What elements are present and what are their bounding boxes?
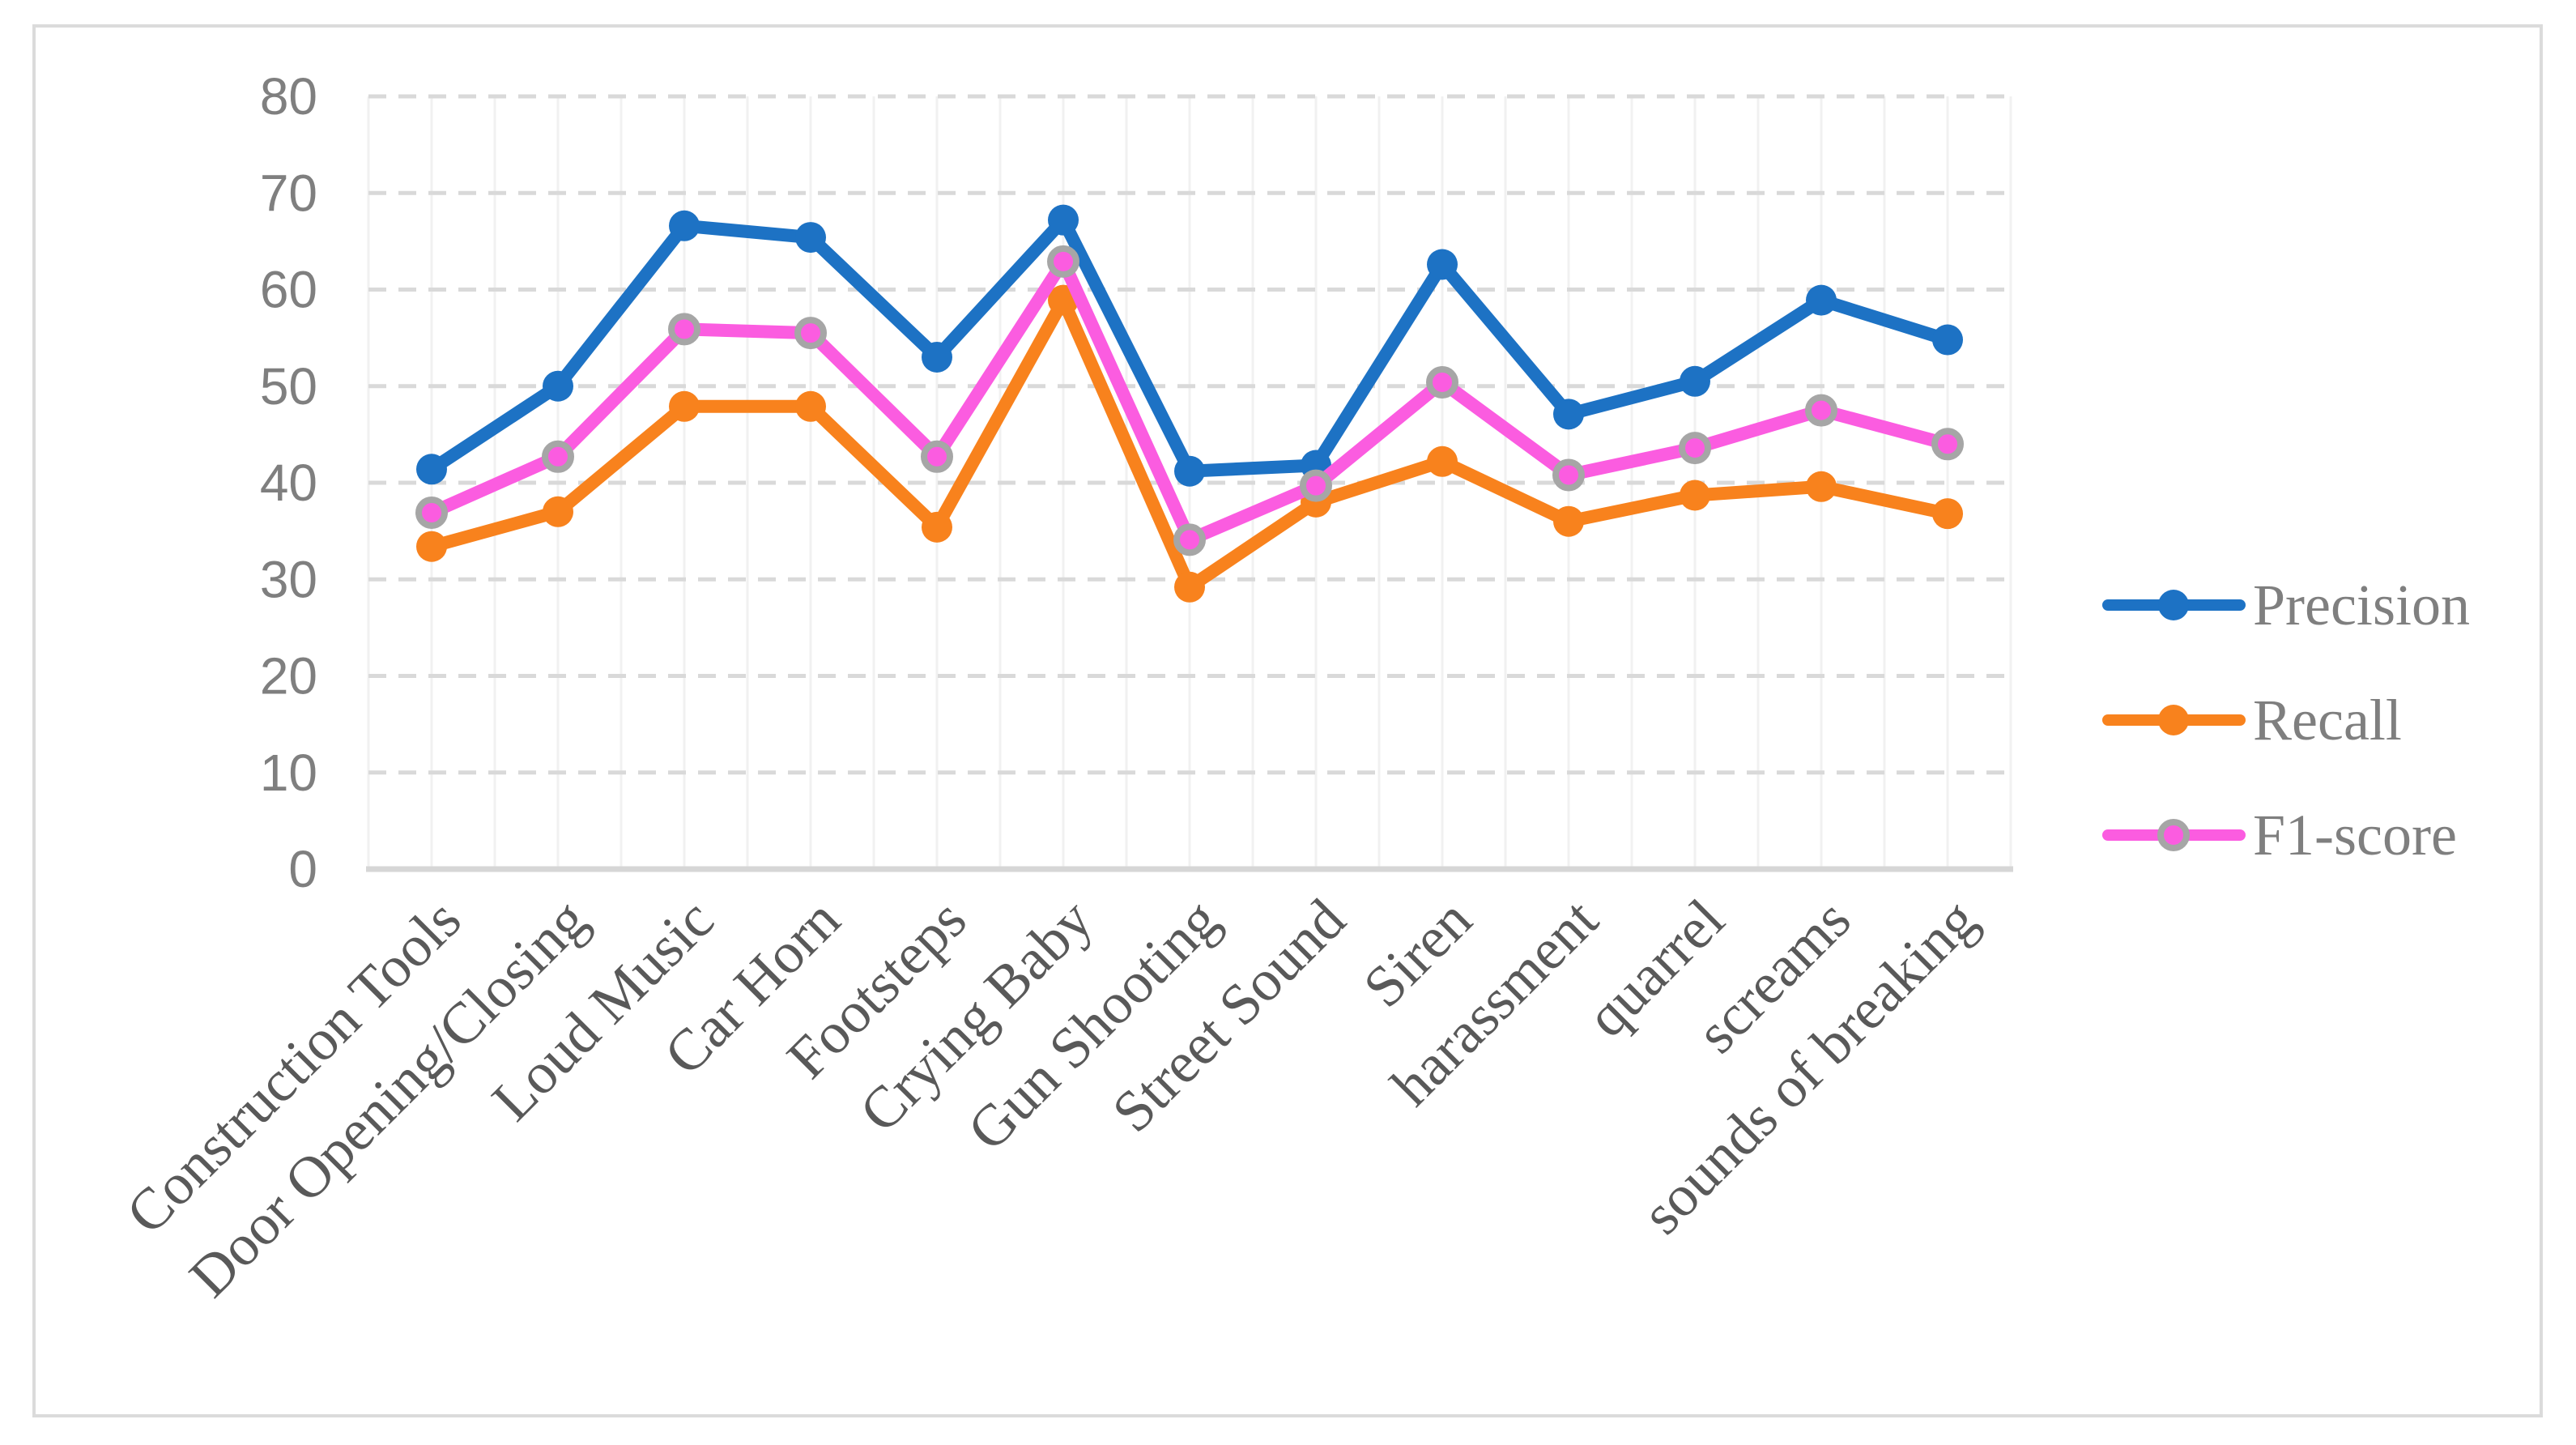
data-point bbox=[542, 440, 574, 473]
data-point bbox=[794, 317, 827, 350]
data-point bbox=[1806, 471, 1837, 502]
y-axis-tick-label: 50 bbox=[260, 357, 317, 416]
data-point bbox=[922, 341, 952, 373]
data-point bbox=[1805, 394, 1837, 427]
data-point bbox=[795, 222, 826, 254]
data-point bbox=[1552, 458, 1585, 492]
legend-label: Recall bbox=[2253, 688, 2402, 752]
legend-label: Precision bbox=[2253, 573, 2470, 637]
y-axis-tick-label: 40 bbox=[260, 454, 317, 512]
data-point bbox=[543, 370, 573, 402]
data-point bbox=[1300, 469, 1332, 502]
data-point bbox=[1048, 204, 1079, 236]
data-point bbox=[1680, 365, 1710, 397]
y-axis-tick-label: 80 bbox=[260, 67, 317, 126]
legend: Precision Recall F1-score bbox=[2102, 573, 2470, 867]
data-point bbox=[1553, 505, 1584, 537]
data-point bbox=[1427, 249, 1458, 280]
data-point bbox=[669, 390, 700, 422]
y-axis-tick-label: 10 bbox=[260, 744, 317, 802]
legend-marker-icon bbox=[2158, 705, 2189, 735]
data-point bbox=[668, 313, 700, 346]
data-point bbox=[1806, 284, 1837, 316]
y-axis-tick-label: 60 bbox=[260, 261, 317, 319]
legend-item-recall: Recall bbox=[2102, 688, 2402, 752]
data-point bbox=[1931, 428, 1964, 461]
y-axis-tick-label: 20 bbox=[260, 647, 317, 705]
data-point bbox=[1427, 445, 1458, 477]
series-precision bbox=[416, 204, 1963, 487]
series-layer bbox=[415, 204, 1964, 603]
data-point bbox=[1174, 455, 1205, 487]
data-point bbox=[795, 390, 826, 422]
legend-marker-icon bbox=[2158, 590, 2189, 620]
data-point bbox=[921, 440, 953, 473]
legend-marker-icon bbox=[2157, 819, 2190, 851]
data-point bbox=[1932, 498, 1963, 530]
data-point bbox=[1426, 365, 1458, 399]
data-point bbox=[1680, 480, 1710, 511]
legend-label: F1-score bbox=[2253, 803, 2457, 867]
legend-item-f1-score: F1-score bbox=[2102, 803, 2457, 867]
data-point bbox=[1174, 571, 1205, 603]
y-axis-tick-label: 70 bbox=[260, 164, 317, 222]
data-point bbox=[1553, 399, 1584, 430]
data-point bbox=[1047, 245, 1079, 278]
data-point bbox=[1679, 432, 1711, 465]
data-point bbox=[416, 531, 447, 562]
y-axis-tick-label: 30 bbox=[260, 550, 317, 608]
data-point bbox=[1173, 523, 1206, 556]
y-axis-tick-label: 0 bbox=[288, 840, 317, 898]
data-point bbox=[543, 496, 573, 527]
data-point bbox=[416, 454, 447, 485]
series-f1-score bbox=[415, 245, 1964, 556]
y-axis-tick-labels: 0 10 20 30 40 50 60 70 80 bbox=[260, 67, 317, 898]
data-point bbox=[669, 210, 700, 241]
data-point bbox=[922, 511, 952, 543]
data-point bbox=[1932, 324, 1963, 356]
legend-item-precision: Precision bbox=[2102, 573, 2470, 637]
data-point bbox=[415, 496, 448, 529]
